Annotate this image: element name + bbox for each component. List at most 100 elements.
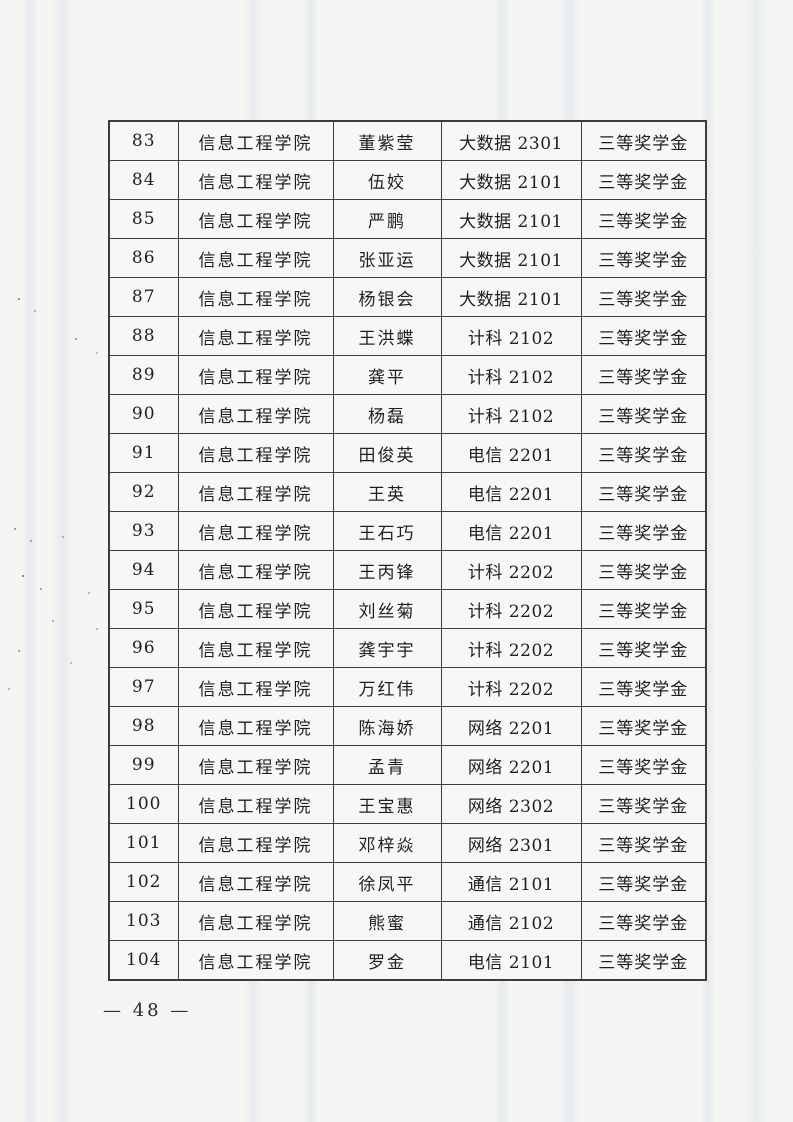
cell-award: 三等奖学金 — [580, 316, 707, 356]
table-row: 91 信息工程学院 田俊英 电信 2201 三等奖学金 — [108, 433, 707, 473]
cell-college: 信息工程学院 — [177, 706, 334, 746]
table-row: 84 信息工程学院 伍姣 大数据 2101 三等奖学金 — [108, 160, 707, 200]
cell-student-name: 陈海娇 — [332, 706, 442, 746]
cell-college: 信息工程学院 — [177, 901, 334, 941]
table-row: 92 信息工程学院 王英 电信 2201 三等奖学金 — [108, 472, 707, 512]
cell-class: 计科 2102 — [440, 394, 582, 434]
cell-student-name: 董紫莹 — [332, 120, 442, 161]
cell-class: 电信 2201 — [440, 433, 582, 473]
cell-student-name: 王丙锋 — [332, 550, 442, 590]
cell-row-number: 97 — [108, 667, 179, 707]
cell-student-name: 龚宇宇 — [332, 628, 442, 668]
cell-award: 三等奖学金 — [580, 472, 707, 512]
cell-student-name: 王石巧 — [332, 511, 442, 551]
cell-row-number: 85 — [108, 199, 179, 239]
table-row: 103 信息工程学院 熊蜜 通信 2102 三等奖学金 — [108, 901, 707, 941]
cell-class: 电信 2101 — [440, 940, 582, 981]
cell-class: 大数据 2101 — [440, 160, 582, 200]
cell-row-number: 104 — [108, 940, 179, 981]
cell-award: 三等奖学金 — [580, 745, 707, 785]
cell-student-name: 万红伟 — [332, 667, 442, 707]
cell-college: 信息工程学院 — [177, 589, 334, 629]
cell-college: 信息工程学院 — [177, 355, 334, 395]
cell-award: 三等奖学金 — [580, 511, 707, 551]
cell-college: 信息工程学院 — [177, 667, 334, 707]
table-row: 93 信息工程学院 王石巧 电信 2201 三等奖学金 — [108, 511, 707, 551]
cell-student-name: 伍姣 — [332, 160, 442, 200]
cell-class: 计科 2202 — [440, 589, 582, 629]
table-row: 94 信息工程学院 王丙锋 计科 2202 三等奖学金 — [108, 550, 707, 590]
cell-row-number: 100 — [108, 784, 179, 824]
cell-college: 信息工程学院 — [177, 238, 334, 278]
cell-award: 三等奖学金 — [580, 120, 707, 161]
cell-student-name: 王洪蝶 — [332, 316, 442, 356]
cell-student-name: 严鹏 — [332, 199, 442, 239]
cell-college: 信息工程学院 — [177, 862, 334, 902]
cell-class: 大数据 2101 — [440, 277, 582, 317]
cell-row-number: 88 — [108, 316, 179, 356]
cell-college: 信息工程学院 — [177, 511, 334, 551]
table-row: 100 信息工程学院 王宝惠 网络 2302 三等奖学金 — [108, 784, 707, 824]
cell-college: 信息工程学院 — [177, 823, 334, 863]
table-row: 85 信息工程学院 严鹏 大数据 2101 三等奖学金 — [108, 199, 707, 239]
cell-award: 三等奖学金 — [580, 901, 707, 941]
cell-college: 信息工程学院 — [177, 120, 334, 161]
cell-class: 电信 2201 — [440, 511, 582, 551]
cell-award: 三等奖学金 — [580, 355, 707, 395]
cell-award: 三等奖学金 — [580, 940, 707, 981]
cell-row-number: 101 — [108, 823, 179, 863]
cell-student-name: 田俊英 — [332, 433, 442, 473]
cell-college: 信息工程学院 — [177, 316, 334, 356]
scholarship-table: 83 信息工程学院 董紫莹 大数据 2301 三等奖学金 84 信息工程学院 伍… — [108, 120, 707, 981]
cell-class: 计科 2102 — [440, 355, 582, 395]
cell-student-name: 孟青 — [332, 745, 442, 785]
scan-noise-speckles — [0, 0, 2, 2]
cell-award: 三等奖学金 — [580, 550, 707, 590]
cell-class: 计科 2102 — [440, 316, 582, 356]
table-row: 99 信息工程学院 孟青 网络 2201 三等奖学金 — [108, 745, 707, 785]
cell-award: 三等奖学金 — [580, 784, 707, 824]
cell-award: 三等奖学金 — [580, 589, 707, 629]
cell-class: 计科 2202 — [440, 550, 582, 590]
table-row: 97 信息工程学院 万红伟 计科 2202 三等奖学金 — [108, 667, 707, 707]
cell-award: 三等奖学金 — [580, 823, 707, 863]
cell-award: 三等奖学金 — [580, 394, 707, 434]
cell-student-name: 王宝惠 — [332, 784, 442, 824]
page-number: — 48 — — [103, 1000, 192, 1021]
cell-row-number: 96 — [108, 628, 179, 668]
cell-student-name: 龚平 — [332, 355, 442, 395]
scholarship-table-body: 83 信息工程学院 董紫莹 大数据 2301 三等奖学金 84 信息工程学院 伍… — [108, 120, 707, 981]
cell-row-number: 94 — [108, 550, 179, 590]
cell-college: 信息工程学院 — [177, 745, 334, 785]
cell-college: 信息工程学院 — [177, 277, 334, 317]
cell-row-number: 99 — [108, 745, 179, 785]
cell-student-name: 杨磊 — [332, 394, 442, 434]
table-row: 98 信息工程学院 陈海娇 网络 2201 三等奖学金 — [108, 706, 707, 746]
cell-row-number: 90 — [108, 394, 179, 434]
cell-student-name: 罗金 — [332, 940, 442, 981]
cell-student-name: 熊蜜 — [332, 901, 442, 941]
cell-row-number: 91 — [108, 433, 179, 473]
cell-class: 电信 2201 — [440, 472, 582, 512]
cell-college: 信息工程学院 — [177, 550, 334, 590]
cell-student-name: 徐凤平 — [332, 862, 442, 902]
cell-row-number: 95 — [108, 589, 179, 629]
table-row: 86 信息工程学院 张亚运 大数据 2101 三等奖学金 — [108, 238, 707, 278]
cell-award: 三等奖学金 — [580, 199, 707, 239]
table-row: 102 信息工程学院 徐凤平 通信 2101 三等奖学金 — [108, 862, 707, 902]
cell-row-number: 103 — [108, 901, 179, 941]
cell-college: 信息工程学院 — [177, 628, 334, 668]
table-row: 83 信息工程学院 董紫莹 大数据 2301 三等奖学金 — [108, 120, 707, 161]
cell-class: 网络 2201 — [440, 745, 582, 785]
cell-student-name: 张亚运 — [332, 238, 442, 278]
scan-streak — [742, 0, 768, 1122]
cell-student-name: 杨银会 — [332, 277, 442, 317]
cell-row-number: 92 — [108, 472, 179, 512]
cell-college: 信息工程学院 — [177, 160, 334, 200]
cell-class: 通信 2101 — [440, 862, 582, 902]
cell-row-number: 86 — [108, 238, 179, 278]
cell-student-name: 刘丝菊 — [332, 589, 442, 629]
cell-award: 三等奖学金 — [580, 433, 707, 473]
cell-college: 信息工程学院 — [177, 940, 334, 981]
